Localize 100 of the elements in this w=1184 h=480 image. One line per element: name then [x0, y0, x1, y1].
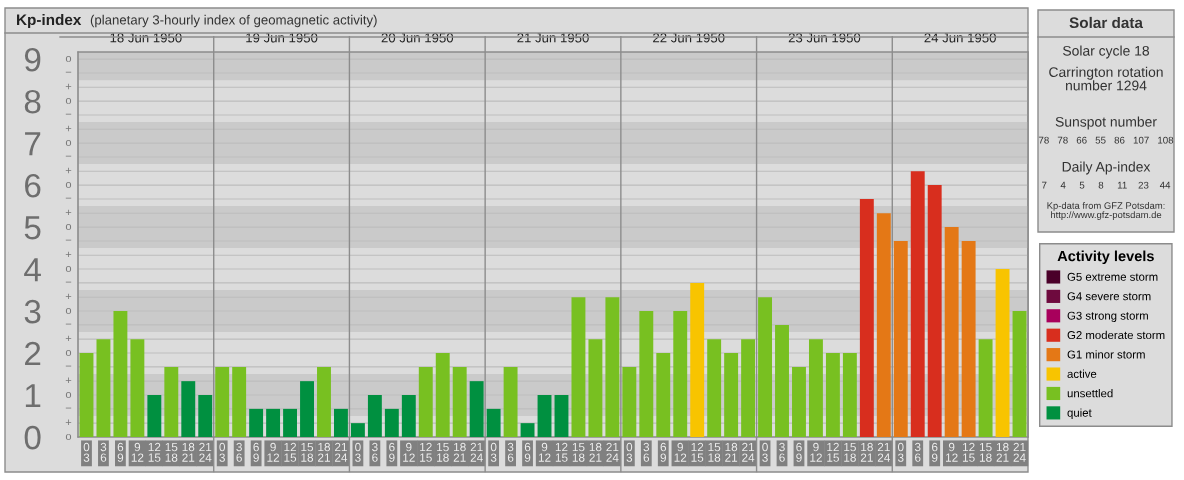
text: 23 Jun 1950: [788, 33, 861, 43]
chart-subtitle: (planetary 3-hourly index of geomagnetic activity): [90, 14, 377, 28]
x-tick-label: 15 18: [301, 442, 314, 462]
x-tick-label: 3 6: [643, 442, 650, 462]
x-tick-label: 3 6: [372, 442, 378, 462]
text: 7 4 5 8 11 23 44: [1042, 181, 1171, 189]
bar: [333, 408, 348, 437]
y-tick-label: 7: [25, 132, 41, 156]
text: −: [65, 281, 72, 283]
text: o: [65, 181, 72, 189]
bar: [758, 297, 773, 437]
x-tick-label: 18 21: [453, 442, 466, 462]
text: −: [65, 365, 72, 367]
legend-label: G4 severe storm: [1067, 292, 1151, 301]
x-tick-label: 9 12: [131, 442, 144, 462]
bar: [859, 198, 874, 437]
x-tick-label: 9 12: [810, 442, 822, 462]
bar: [113, 311, 128, 437]
legend-label: G1 minor storm: [1067, 350, 1145, 359]
text: o: [65, 223, 72, 231]
text: +: [65, 83, 72, 90]
text: +: [65, 251, 72, 258]
bar: [96, 339, 111, 437]
x-tick-label: 21 24: [470, 442, 483, 462]
x-tick-label: 12 15: [691, 442, 704, 462]
x-tick-label: 15 18: [437, 442, 449, 462]
bar: [401, 395, 416, 437]
x-tick-label: 18 21: [318, 442, 331, 462]
x-tick-label: 21 24: [877, 442, 891, 462]
x-tick-label: 9 12: [946, 442, 958, 462]
y-tick-label: 0: [24, 425, 41, 450]
x-tick-label: 21 24: [1013, 442, 1026, 462]
x-tick-label: 21 24: [606, 442, 619, 462]
x-tick-label: 6 9: [117, 442, 124, 462]
bar: [961, 240, 976, 437]
bar: [266, 408, 281, 437]
y-tick-label: 4: [24, 258, 41, 282]
bar: [622, 366, 637, 437]
bar: [435, 353, 450, 437]
legend-label: unsettled: [1067, 389, 1113, 398]
x-tick-label: 6 9: [931, 442, 938, 462]
x-tick-label: 6 9: [796, 442, 802, 462]
bar: [927, 185, 942, 437]
x-tick-label: 12 15: [827, 442, 839, 462]
bar: [825, 353, 840, 437]
bar: [605, 297, 620, 437]
text: 21 Jun 1950: [517, 33, 589, 43]
y-tick-label: 9: [24, 47, 41, 72]
bar: [893, 240, 908, 437]
bar: [486, 408, 501, 437]
x-tick-label: 0 3: [626, 442, 633, 462]
text: −: [65, 197, 72, 199]
text: +: [65, 419, 72, 426]
bar: [384, 408, 399, 437]
bar: [690, 282, 705, 437]
x-tick-label: 18 21: [589, 442, 602, 462]
y-tick-label: 3: [24, 299, 41, 324]
legend-label: active: [1067, 369, 1097, 378]
x-tick-label: 6 9: [524, 442, 531, 462]
bar: [418, 366, 433, 437]
text: 19 Jun 1950: [246, 33, 318, 43]
x-tick-label: 3 6: [507, 442, 514, 462]
text: Solar data: [1069, 16, 1144, 29]
x-tick-label: 18 21: [860, 442, 873, 462]
x-tick-label: 0 3: [490, 442, 497, 462]
text: Sunspot number: [1055, 116, 1157, 130]
bar: [724, 353, 739, 437]
text: +: [65, 125, 72, 132]
x-tick-label: 15 18: [844, 442, 856, 462]
bar: [876, 213, 891, 437]
bar: [1012, 311, 1027, 437]
x-tick-label: 15 18: [708, 442, 721, 462]
text: o: [65, 98, 72, 105]
bar: [792, 366, 806, 437]
x-tick-label: 0 3: [355, 442, 361, 462]
x-tick-label: 12 15: [962, 442, 975, 462]
bar: [198, 395, 213, 437]
text: 20 Jun 1950: [381, 33, 454, 43]
text: o: [65, 349, 72, 357]
y-tick-label: 6: [25, 173, 41, 198]
x-tick-label: 21 24: [199, 442, 212, 462]
x-tick-label: 12 15: [148, 442, 161, 462]
x-tick-label: 15 18: [165, 442, 178, 462]
bar: [452, 366, 467, 437]
legend-label: G3 strong storm: [1067, 311, 1148, 322]
text: o: [65, 140, 72, 147]
text: o: [65, 265, 72, 273]
legend-label: quiet: [1067, 408, 1092, 420]
bar: [232, 366, 247, 437]
bar: [300, 381, 314, 437]
text: Daily Ap-index: [1062, 161, 1151, 175]
x-tick-label: 3 6: [914, 442, 921, 462]
text: 18 Jun 1950: [110, 33, 182, 43]
bar: [741, 339, 756, 437]
bar: [554, 395, 569, 437]
x-tick-label: 3 6: [779, 442, 785, 462]
x-tick-label: 9 12: [538, 442, 551, 462]
x-tick-label: 18 21: [182, 442, 195, 462]
text: o: [65, 307, 72, 315]
bar: [181, 381, 196, 437]
